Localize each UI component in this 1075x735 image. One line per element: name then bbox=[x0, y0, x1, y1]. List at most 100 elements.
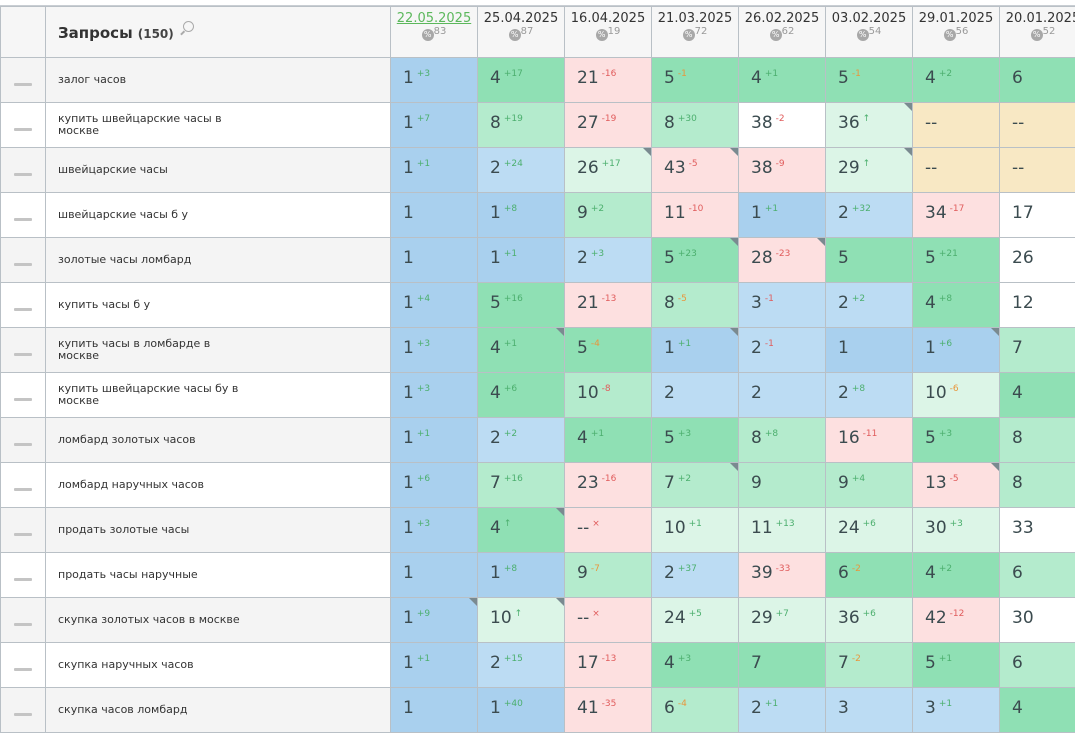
row-handle[interactable] bbox=[0, 687, 46, 733]
position-cell[interactable]: 1 +1 bbox=[651, 327, 739, 373]
position-cell[interactable]: 3 +1 bbox=[912, 687, 1000, 733]
position-cell[interactable]: 13 -5 bbox=[912, 462, 1000, 508]
position-cell[interactable]: 2 +2 bbox=[825, 282, 913, 328]
position-cell[interactable]: 5 +23 bbox=[651, 237, 739, 283]
position-cell[interactable]: 2 +1 bbox=[738, 687, 826, 733]
position-cell[interactable]: 8 +8 bbox=[738, 417, 826, 463]
position-cell[interactable]: 1 bbox=[390, 192, 478, 238]
position-cell[interactable]: 36 ↑ bbox=[825, 102, 913, 148]
row-handle[interactable] bbox=[0, 597, 46, 643]
drag-handle-icon[interactable] bbox=[14, 667, 32, 671]
position-cell[interactable]: 1 +8 bbox=[477, 192, 565, 238]
note-corner-icon[interactable] bbox=[817, 238, 825, 246]
percent-icon[interactable]: % bbox=[856, 28, 869, 41]
note-corner-icon[interactable] bbox=[556, 598, 564, 606]
position-cell[interactable]: 2 +15 bbox=[477, 642, 565, 688]
drag-handle-icon[interactable] bbox=[14, 397, 32, 401]
position-cell[interactable]: 38 -9 bbox=[738, 147, 826, 193]
position-cell[interactable]: 26 +17 bbox=[564, 147, 652, 193]
date-label[interactable]: 26.02.2025 bbox=[744, 11, 820, 26]
position-cell[interactable]: -- bbox=[999, 147, 1075, 193]
row-handle[interactable] bbox=[0, 282, 46, 328]
position-cell[interactable]: 29 ↑ bbox=[825, 147, 913, 193]
position-cell[interactable]: 5 +3 bbox=[912, 417, 1000, 463]
position-cell[interactable]: 11 +13 bbox=[738, 507, 826, 553]
position-cell[interactable]: -- bbox=[999, 102, 1075, 148]
position-cell[interactable]: 27 -19 bbox=[564, 102, 652, 148]
position-cell[interactable]: 8 +30 bbox=[651, 102, 739, 148]
position-cell[interactable]: 1 +1 bbox=[390, 147, 478, 193]
position-cell[interactable]: -- bbox=[912, 102, 1000, 148]
percent-icon[interactable]: % bbox=[682, 28, 695, 41]
note-corner-icon[interactable] bbox=[730, 238, 738, 246]
position-cell[interactable]: 4 +1 bbox=[738, 57, 826, 103]
position-cell[interactable]: 1 +1 bbox=[477, 237, 565, 283]
position-cell[interactable]: 1 +4 bbox=[390, 282, 478, 328]
drag-handle-icon[interactable] bbox=[14, 487, 32, 491]
position-cell[interactable]: 8 bbox=[999, 417, 1075, 463]
position-cell[interactable]: 4 ↑ bbox=[477, 507, 565, 553]
position-cell[interactable]: 1 bbox=[390, 687, 478, 733]
position-cell[interactable]: 7 bbox=[999, 327, 1075, 373]
position-cell[interactable]: 10 -8 bbox=[564, 372, 652, 418]
row-handle[interactable] bbox=[0, 147, 46, 193]
drag-handle-icon[interactable] bbox=[14, 262, 32, 266]
position-cell[interactable]: 17 -13 bbox=[564, 642, 652, 688]
row-handle[interactable] bbox=[0, 57, 46, 103]
position-cell[interactable]: 8 -5 bbox=[651, 282, 739, 328]
position-cell[interactable]: 9 +4 bbox=[825, 462, 913, 508]
position-cell[interactable]: 1 bbox=[390, 237, 478, 283]
percent-icon[interactable]: % bbox=[421, 28, 434, 41]
position-cell[interactable]: 5 -1 bbox=[651, 57, 739, 103]
position-cell[interactable]: 6 bbox=[999, 552, 1075, 598]
position-cell[interactable]: 5 +21 bbox=[912, 237, 1000, 283]
note-corner-icon[interactable] bbox=[730, 328, 738, 336]
drag-handle-icon[interactable] bbox=[14, 622, 32, 626]
position-cell[interactable]: 24 +5 bbox=[651, 597, 739, 643]
position-cell[interactable]: 7 +2 bbox=[651, 462, 739, 508]
position-cell[interactable]: 10 ↑ bbox=[477, 597, 565, 643]
position-cell[interactable]: 5 +3 bbox=[651, 417, 739, 463]
drag-handle-icon[interactable] bbox=[14, 442, 32, 446]
position-cell[interactable]: 1 +7 bbox=[390, 102, 478, 148]
percent-icon[interactable]: % bbox=[508, 28, 521, 41]
position-cell[interactable]: 3 bbox=[825, 687, 913, 733]
position-cell[interactable]: 4 +2 bbox=[912, 552, 1000, 598]
position-cell[interactable]: 2 bbox=[738, 372, 826, 418]
drag-handle-icon[interactable] bbox=[14, 82, 32, 86]
position-cell[interactable]: 1 +1 bbox=[390, 417, 478, 463]
drag-handle-icon[interactable] bbox=[14, 217, 32, 221]
position-cell[interactable]: 30 +3 bbox=[912, 507, 1000, 553]
position-cell[interactable]: 9 +2 bbox=[564, 192, 652, 238]
position-cell[interactable]: 1 +6 bbox=[390, 462, 478, 508]
note-corner-icon[interactable] bbox=[556, 508, 564, 516]
row-handle[interactable] bbox=[0, 462, 46, 508]
position-cell[interactable]: 21 -16 bbox=[564, 57, 652, 103]
position-cell[interactable]: 6 bbox=[999, 57, 1075, 103]
position-cell[interactable]: 4 +1 bbox=[477, 327, 565, 373]
search-icon[interactable] bbox=[182, 20, 194, 32]
position-cell[interactable]: 4 +8 bbox=[912, 282, 1000, 328]
position-cell[interactable]: 9 bbox=[738, 462, 826, 508]
position-cell[interactable]: 11 -10 bbox=[651, 192, 739, 238]
position-cell[interactable]: 4 bbox=[999, 687, 1075, 733]
position-cell[interactable]: 1 +3 bbox=[390, 327, 478, 373]
position-cell[interactable]: 9 -7 bbox=[564, 552, 652, 598]
position-cell[interactable]: 1 +1 bbox=[390, 642, 478, 688]
position-cell[interactable]: -- × bbox=[564, 597, 652, 643]
position-cell[interactable]: 5 -1 bbox=[825, 57, 913, 103]
position-cell[interactable]: 7 bbox=[738, 642, 826, 688]
note-corner-icon[interactable] bbox=[730, 148, 738, 156]
date-column-header[interactable]: 21.03.2025 % 72 bbox=[651, 6, 739, 58]
position-cell[interactable]: 34 -17 bbox=[912, 192, 1000, 238]
position-cell[interactable]: 4 +17 bbox=[477, 57, 565, 103]
position-cell[interactable]: 29 +7 bbox=[738, 597, 826, 643]
row-handle[interactable] bbox=[0, 327, 46, 373]
position-cell[interactable]: 1 bbox=[825, 327, 913, 373]
position-cell[interactable]: 1 +1 bbox=[738, 192, 826, 238]
position-cell[interactable]: 5 +16 bbox=[477, 282, 565, 328]
date-label[interactable]: 16.04.2025 bbox=[570, 11, 646, 26]
date-column-header[interactable]: 22.05.2025 % 83 bbox=[390, 6, 478, 58]
position-cell[interactable]: 3 -1 bbox=[738, 282, 826, 328]
row-handle[interactable] bbox=[0, 192, 46, 238]
